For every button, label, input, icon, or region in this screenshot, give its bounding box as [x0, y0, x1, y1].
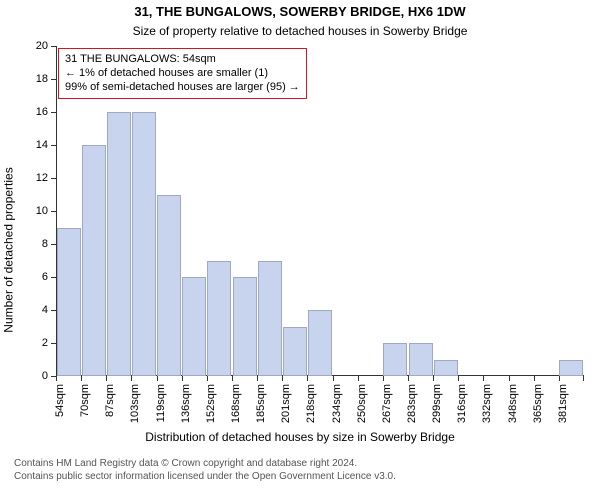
y-tick-mark: [51, 79, 56, 80]
bar: [258, 261, 282, 377]
x-tick-mark: [509, 376, 510, 381]
x-tick-label: 201sqm: [280, 384, 292, 423]
x-tick-label: 103sqm: [129, 384, 141, 423]
x-tick-mark: [408, 376, 409, 381]
y-tick-label: 16: [36, 106, 48, 118]
footer-line-1: Contains HM Land Registry data © Crown c…: [14, 458, 396, 471]
x-tick-mark: [583, 376, 584, 381]
chart-title: 31, THE BUNGALOWS, SOWERBY BRIDGE, HX6 1…: [0, 4, 600, 19]
bar: [233, 277, 257, 376]
x-tick-label: 267sqm: [381, 384, 393, 423]
y-tick-label: 12: [36, 172, 48, 184]
annotation-line: ← 1% of detached houses are smaller (1): [65, 67, 300, 81]
x-tick-mark: [383, 376, 384, 381]
x-tick-mark: [257, 376, 258, 381]
x-tick-label: 234sqm: [331, 384, 343, 423]
y-tick-mark: [51, 244, 56, 245]
bar: [107, 112, 131, 376]
x-tick-label: 54sqm: [54, 384, 66, 417]
x-tick-label: 185sqm: [255, 384, 267, 423]
x-tick-label: 381sqm: [557, 384, 569, 423]
x-tick-mark: [358, 376, 359, 381]
x-tick-mark: [307, 376, 308, 381]
bar: [132, 112, 156, 376]
figure: { "title": "31, THE BUNGALOWS, SOWERBY B…: [0, 0, 600, 500]
x-tick-mark: [157, 376, 158, 381]
y-tick-label: 10: [36, 205, 48, 217]
chart-subtitle: Size of property relative to detached ho…: [0, 24, 600, 38]
x-tick-label: 152sqm: [205, 384, 217, 423]
y-axis-label-text: Number of detached properties: [2, 167, 16, 332]
x-tick-label: 250sqm: [356, 384, 368, 423]
y-tick-label: 2: [42, 337, 48, 349]
x-tick-mark: [458, 376, 459, 381]
x-tick-label: 365sqm: [532, 384, 544, 423]
x-tick-label: 70sqm: [79, 384, 91, 417]
y-tick-label: 4: [42, 304, 48, 316]
annotation-line: 99% of semi-detached houses are larger (…: [65, 81, 300, 95]
footer-line-2: Contains public sector information licen…: [14, 471, 396, 484]
y-tick-label: 18: [36, 73, 48, 85]
annotation-line: 31 THE BUNGALOWS: 54sqm: [65, 53, 300, 67]
y-tick-mark: [51, 310, 56, 311]
y-tick-label: 8: [42, 238, 48, 250]
x-axis-label: Distribution of detached houses by size …: [0, 430, 600, 444]
bar: [82, 145, 106, 376]
x-tick-mark: [182, 376, 183, 381]
x-tick-label: 136sqm: [180, 384, 192, 423]
x-tick-mark: [232, 376, 233, 381]
x-tick-mark: [433, 376, 434, 381]
bar: [383, 343, 407, 376]
x-tick-label: 87sqm: [104, 384, 116, 417]
x-tick-label: 316sqm: [456, 384, 468, 423]
bar: [409, 343, 433, 376]
bar: [434, 360, 458, 377]
bar: [308, 310, 332, 376]
x-tick-mark: [131, 376, 132, 381]
annotation-box: 31 THE BUNGALOWS: 54sqm← 1% of detached …: [58, 48, 307, 99]
y-tick-mark: [51, 178, 56, 179]
x-tick-mark: [559, 376, 560, 381]
bar: [559, 360, 583, 377]
x-tick-mark: [81, 376, 82, 381]
x-tick-label: 119sqm: [155, 384, 167, 422]
x-tick-label: 168sqm: [230, 384, 242, 423]
x-tick-mark: [534, 376, 535, 381]
y-tick-label: 6: [42, 271, 48, 283]
x-tick-label: 348sqm: [507, 384, 519, 423]
x-tick-mark: [483, 376, 484, 381]
x-tick-mark: [333, 376, 334, 381]
y-tick-mark: [51, 277, 56, 278]
x-tick-mark: [207, 376, 208, 381]
y-tick-mark: [51, 211, 56, 212]
x-tick-mark: [106, 376, 107, 381]
y-tick-mark: [51, 145, 56, 146]
bar: [182, 277, 206, 376]
y-tick-label: 0: [42, 370, 48, 382]
bar: [157, 195, 181, 377]
y-tick-mark: [51, 343, 56, 344]
plot-area: 31 THE BUNGALOWS: 54sqm← 1% of detached …: [56, 46, 584, 376]
x-tick-mark: [282, 376, 283, 381]
bar: [207, 261, 231, 377]
y-tick-label: 14: [36, 139, 48, 151]
y-tick-mark: [51, 46, 56, 47]
x-tick-label: 299sqm: [431, 384, 443, 423]
y-axis-label: Number of detached properties: [2, 0, 16, 500]
x-tick-label: 332sqm: [481, 384, 493, 423]
x-tick-label: 218sqm: [305, 384, 317, 423]
bar: [57, 228, 81, 377]
y-tick-mark: [51, 112, 56, 113]
y-tick-label: 20: [36, 40, 48, 52]
x-tick-label: 283sqm: [406, 384, 418, 423]
attribution-footer: Contains HM Land Registry data © Crown c…: [14, 458, 396, 483]
bar: [283, 327, 307, 377]
x-tick-mark: [56, 376, 57, 381]
